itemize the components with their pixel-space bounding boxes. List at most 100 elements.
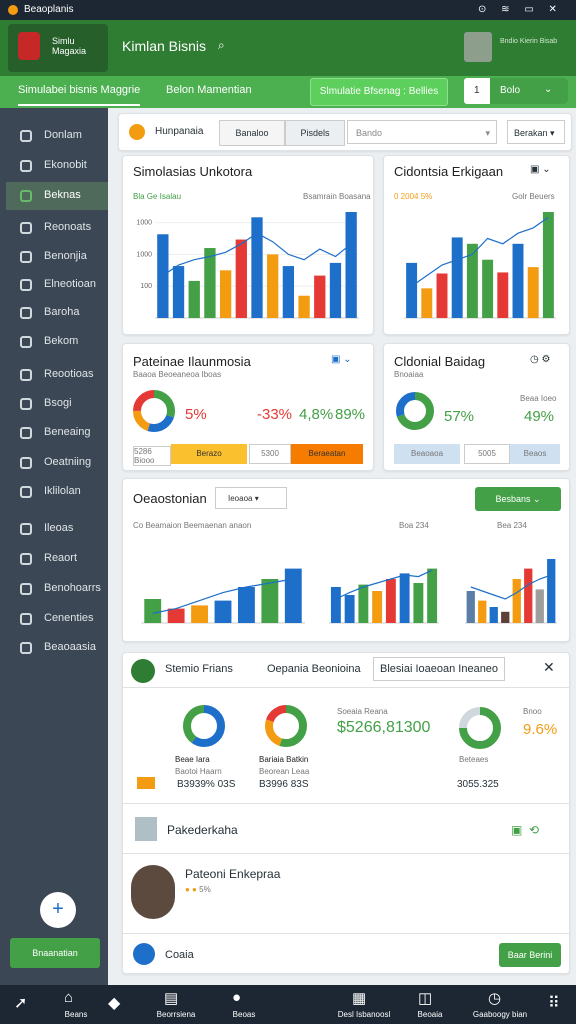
card-d: Cldonial Baidag Bnoaiaa ◷ ⚙ 57% Beaa Ioe… bbox=[383, 343, 570, 471]
panel-tab[interactable]: Stemio Frians bbox=[165, 663, 233, 675]
row-cell[interactable]: Beaos bbox=[510, 444, 560, 464]
nav-label[interactable]: Desl Isbanoosl bbox=[337, 1010, 391, 1019]
stat: Bea 234 bbox=[497, 521, 527, 530]
dropdown-caret[interactable]: ⌄ bbox=[544, 84, 553, 95]
item-value: B3996 83S bbox=[259, 779, 309, 790]
card-title: Pateinae Ilaunmosia bbox=[133, 354, 251, 369]
close-button[interactable]: ✕ bbox=[543, 659, 555, 675]
search-box[interactable]: Bando ▾ bbox=[347, 120, 497, 144]
section-actions[interactable]: ▣ ⟲ bbox=[511, 823, 540, 837]
sidebar-item[interactable]: Benonjia bbox=[44, 250, 87, 262]
search-icon[interactable]: ⌕ bbox=[218, 38, 225, 52]
card-menu[interactable]: ▣ ⌄ bbox=[331, 354, 352, 365]
sidebar-icon bbox=[20, 160, 32, 172]
dropdown[interactable]: Ieoaoa ▾ bbox=[215, 487, 287, 509]
row-cell[interactable]: Berazo bbox=[171, 444, 247, 464]
sidebar-item[interactable]: Benohoarrs bbox=[44, 582, 101, 594]
bar bbox=[512, 243, 524, 318]
sidebar-item[interactable]: Bsogi bbox=[44, 397, 72, 409]
section-title: Pakederkaha bbox=[167, 823, 238, 837]
nav-label[interactable]: Beoas bbox=[232, 1010, 256, 1019]
nav-label[interactable]: Gaaboogy bian bbox=[472, 1010, 528, 1019]
sidebar-item[interactable]: Reootioas bbox=[44, 368, 94, 380]
item-label: Beae Iara bbox=[175, 755, 210, 764]
panel-tab[interactable]: Blesiai Ioaeoan Ineaneo bbox=[373, 657, 506, 681]
row-cell: 5286 Biooo bbox=[133, 446, 171, 466]
row-cell[interactable]: Beaoaoa bbox=[394, 444, 460, 464]
sidebar-item[interactable]: Oeatniing bbox=[44, 456, 92, 468]
profile-photo bbox=[131, 865, 175, 919]
bar bbox=[421, 288, 433, 318]
right-value: 9.6% bbox=[523, 721, 558, 738]
add-button[interactable]: + bbox=[40, 892, 76, 928]
sidebar-item[interactable]: Beknas bbox=[44, 189, 81, 201]
sidebar-item[interactable]: Baroha bbox=[44, 306, 80, 318]
donut-segment bbox=[265, 705, 307, 747]
footer-button[interactable]: Baar Berini bbox=[499, 943, 561, 967]
divider bbox=[123, 853, 569, 854]
gauge bbox=[459, 707, 501, 749]
item-value: 3055.325 bbox=[457, 779, 499, 790]
toolbar: Hunpanaia Banaloo Pisdels Bando ▾ Berakan… bbox=[118, 113, 572, 151]
sidebar-item[interactable]: Reonoats bbox=[44, 221, 92, 233]
sidebar-item[interactable]: Cenenties bbox=[44, 612, 94, 624]
donut-segment bbox=[459, 707, 501, 749]
nav-label[interactable]: Beorrsiena bbox=[156, 1010, 196, 1019]
card-button[interactable]: Besbans ⌄ bbox=[475, 487, 561, 511]
segment-item[interactable]: Bolo bbox=[500, 85, 521, 96]
avatar[interactable] bbox=[464, 32, 492, 62]
segment-active bbox=[490, 78, 568, 104]
donut bbox=[133, 390, 175, 432]
sidebar-item[interactable]: Ekonobit bbox=[44, 159, 87, 171]
bar bbox=[172, 266, 185, 318]
profile-name: Pateoni Enkepraa bbox=[185, 867, 281, 881]
bar bbox=[329, 262, 342, 318]
bar bbox=[501, 611, 510, 623]
segment-item[interactable]: 1 bbox=[474, 85, 480, 96]
sidebar-item[interactable]: Iklilolan bbox=[44, 485, 81, 497]
card-subtitle: Co Beamaion Beemaenan anaon bbox=[133, 521, 252, 530]
sidebar-icon bbox=[20, 336, 32, 348]
sidebar-icon bbox=[20, 427, 32, 439]
trend-line bbox=[152, 578, 294, 614]
nav-label[interactable]: Beans bbox=[64, 1010, 88, 1019]
status-bar: Beaoplanis ⊙ ≋ ▭ ✕ bbox=[0, 0, 576, 20]
card-title: Simolasias Unkotora bbox=[133, 164, 253, 179]
sidebar-item[interactable]: Donlam bbox=[44, 129, 82, 141]
logo[interactable]: Simlu Magaxia bbox=[8, 24, 108, 72]
card-menu[interactable]: ▣ ⌄ bbox=[530, 164, 551, 175]
toolbar-tab[interactable]: Banaloo bbox=[219, 120, 285, 146]
panel-tab[interactable]: Oepania Beonioina bbox=[267, 663, 361, 675]
toolbar-tab[interactable]: Pisdels bbox=[285, 120, 345, 146]
nav-action[interactable]: Slmulatie Bfsenag : Bellies bbox=[310, 78, 448, 106]
sidebar-icon bbox=[20, 613, 32, 625]
center-value: $5266,81300 bbox=[337, 719, 431, 736]
stat-label: Beaa Ioeo bbox=[520, 394, 557, 403]
dropdown-value: Ieoaoa bbox=[228, 494, 253, 503]
sidebar-icon bbox=[20, 251, 32, 263]
bar bbox=[385, 579, 396, 623]
header-user: Bndio Kierin Bisab bbox=[500, 38, 558, 45]
trend-line bbox=[335, 569, 433, 600]
sidebar-icon bbox=[20, 642, 32, 654]
row-cell[interactable]: Beraeatan bbox=[291, 444, 363, 464]
nav-tab[interactable]: Simulabei bisnis Maggrie bbox=[18, 84, 141, 106]
nav-tab[interactable]: Belon Mamentian bbox=[166, 84, 252, 96]
select[interactable]: Berakan ▾ bbox=[507, 120, 565, 144]
bar bbox=[251, 217, 263, 318]
sidebar-item[interactable]: Bekom bbox=[44, 335, 79, 347]
sidebar-item[interactable]: Beneaing bbox=[44, 426, 91, 438]
sidebar-button[interactable]: Bnaanatian bbox=[10, 938, 100, 968]
sidebar-item[interactable]: Ileoas bbox=[44, 522, 74, 534]
section-icon bbox=[135, 817, 157, 841]
sidebar-item[interactable]: Reaort bbox=[44, 552, 78, 564]
item-sub: Beorean Leaa bbox=[259, 767, 310, 776]
bar bbox=[330, 587, 341, 623]
nav-label[interactable]: Beoaia bbox=[417, 1010, 443, 1019]
sidebar-item[interactable]: Beaoaasia bbox=[44, 641, 96, 653]
nav-icon: ⌂ bbox=[64, 989, 74, 1006]
card-menu[interactable]: ◷ ⚙ bbox=[530, 354, 551, 365]
bar bbox=[235, 239, 247, 318]
sidebar-item[interactable]: Elneotioan bbox=[44, 278, 96, 290]
